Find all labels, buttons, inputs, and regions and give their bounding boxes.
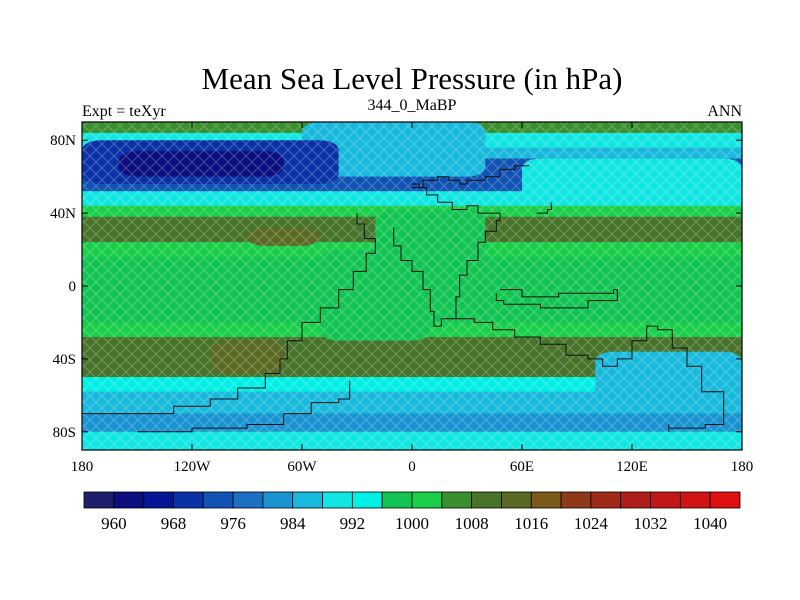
x-tick-label-4: 60E [510,459,534,475]
y-tick-label-0: 80N [50,133,76,149]
y-tick-label-4: 80S [53,425,76,441]
coastline-5 [137,380,351,433]
subtitle-right: ANN [707,103,742,120]
y-tick-label-2: 0 [69,279,77,295]
map-hatch-overlay [82,122,742,450]
colorbar: 960 968 976 984 992 1000 1008 1016 1024 1032 1040 [83,491,741,533]
coastline-3 [495,289,618,309]
y-tick-label-3: 40S [53,352,76,368]
colorbar-swatch-7 [292,491,323,509]
coastlines [82,165,725,433]
colorbar-label-5: 1000 [395,514,429,533]
axis-ticks: 180 120W 60W 0 60E 120E 180 80N 40N 0 40S 80S [50,122,753,475]
colorbar-swatch-14 [501,491,532,509]
colorbar-swatch-17 [590,491,622,509]
colorbar-swatch-8 [322,491,353,509]
colorbar-swatch-13 [471,491,502,509]
colorbar-label-6: 1008 [455,514,489,533]
colorbar-label-8: 1024 [574,514,609,533]
coastline-2 [412,165,530,189]
colorbar-swatch-4 [202,491,234,509]
colorbar-swatch-21 [709,491,741,509]
colorbar-label-4: 992 [340,514,366,533]
x-tick-label-5: 120E [616,459,648,475]
colorbar-swatch-2 [143,491,174,509]
colorbar-label-0: 960 [101,514,127,533]
colorbar-swatch-11 [411,491,443,509]
x-tick-label-6: 180 [731,459,754,475]
subtitle-center: 344_0_MaBP [368,97,457,114]
colorbar-label-3: 984 [280,514,306,533]
x-tick-label-3: 0 [408,459,416,475]
colorbar-label-9: 1032 [634,514,668,533]
chart-title: Mean Sea Level Pressure (in hPa) [202,61,623,96]
colorbar-swatch-3 [173,491,204,509]
x-tick-label-0: 180 [71,459,94,475]
subtitle-left: Expt = teXyr [82,103,166,120]
coastline-0 [82,213,376,415]
colorbar-label-2: 976 [220,514,246,533]
colorbar-swatch-0 [83,491,115,509]
colorbar-swatch-9 [351,491,383,509]
coastline-1 [393,183,501,327]
colorbar-swatch-19 [650,491,681,509]
colorbar-swatch-5 [232,491,264,509]
colorbar-swatch-12 [441,491,473,509]
colorbar-swatch-1 [113,491,145,509]
colorbar-swatch-16 [560,491,592,509]
colorbar-swatch-15 [530,491,562,509]
y-tick-label-1: 40N [50,206,76,222]
colorbar-label-7: 1016 [514,514,548,533]
colorbar-label-10: 1040 [693,514,727,533]
colorbar-swatch-6 [262,491,294,509]
colorbar-swatch-18 [620,491,651,509]
colorbar-swatch-20 [679,491,711,509]
colorbar-label-1: 968 [161,514,187,533]
coastline-4 [456,318,725,432]
x-tick-label-1: 120W [174,459,212,475]
colorbar-swatch-10 [381,491,413,509]
coastline-6 [536,202,552,214]
x-tick-label-2: 60W [287,459,317,475]
